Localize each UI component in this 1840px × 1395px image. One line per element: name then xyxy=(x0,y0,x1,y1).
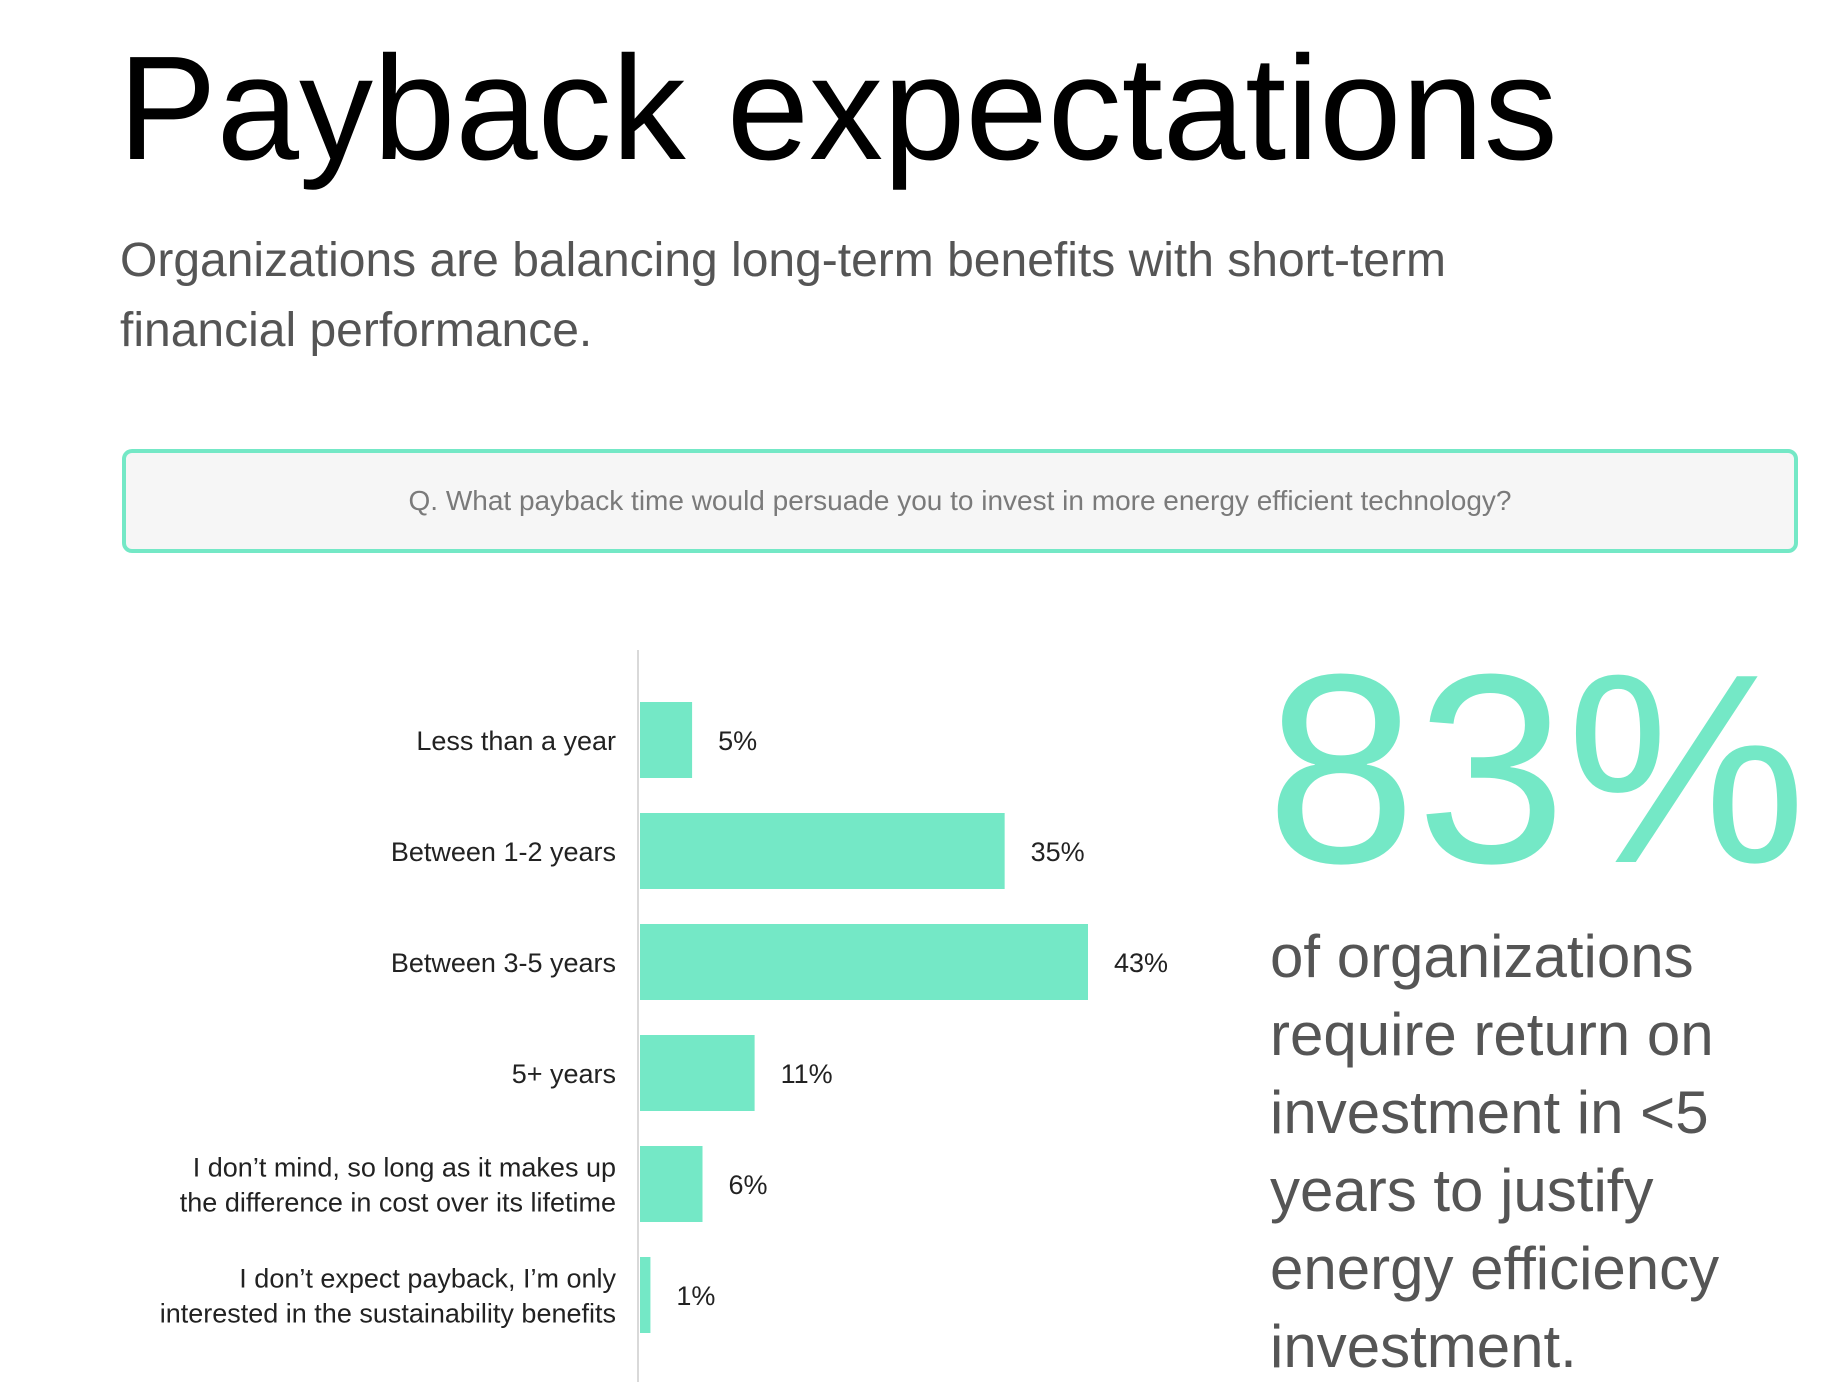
bar xyxy=(640,924,1088,1000)
bar-value-label: 35% xyxy=(1031,837,1085,867)
chart-marks: 5% Less than a year 35% Between 1-2 years 43… xyxy=(160,702,1168,1333)
category-label: I don’t mind, so long as it makes up the … xyxy=(180,1153,616,1218)
category-label-line: the difference in cost over its lifetime xyxy=(180,1188,616,1218)
category-label-line: I don’t expect payback, I’m only xyxy=(239,1264,616,1294)
bar-value-label: 1% xyxy=(676,1281,715,1311)
page-title: Payback expectations xyxy=(118,26,1558,191)
category-label: Between 3-5 years xyxy=(391,948,616,978)
category-label-line: interested in the sustainability benefit… xyxy=(160,1299,616,1329)
category-label: I don’t expect payback, I’m only interest… xyxy=(160,1264,617,1329)
category-label: Less than a year xyxy=(416,726,616,756)
bar xyxy=(640,813,1005,889)
category-label-line: Less than a year xyxy=(416,726,616,756)
category-label-line: Between 1-2 years xyxy=(391,837,616,867)
bar-value-label: 43% xyxy=(1114,948,1168,978)
bar-value-label: 5% xyxy=(718,726,757,756)
category-label-line: I don’t mind, so long as it makes up xyxy=(193,1153,616,1183)
category-label-line: 5+ years xyxy=(512,1059,616,1089)
bar xyxy=(640,1257,651,1333)
bar-value-label: 11% xyxy=(781,1059,833,1089)
bar xyxy=(640,1035,755,1111)
category-label: 5+ years xyxy=(512,1059,616,1089)
category-label-line: Between 3-5 years xyxy=(391,948,616,978)
category-label: Between 1-2 years xyxy=(391,837,616,867)
payback-bar-chart: 5% Less than a year 35% Between 1-2 years 43… xyxy=(0,650,1200,1395)
page-subtitle: Organizations are balancing long-term be… xyxy=(120,234,1446,357)
bar-value-label: 6% xyxy=(729,1170,768,1200)
survey-question-text: Q. What payback time would persuade you … xyxy=(408,485,1512,516)
bar xyxy=(640,1146,703,1222)
bar-chart-svg: 5% Less than a year 35% Between 1-2 years 43… xyxy=(160,650,1168,1382)
highlight-stat-caption: of organizations require return on inves… xyxy=(1270,923,1720,1380)
bar xyxy=(640,702,693,778)
highlight-stat-value: 83% xyxy=(1266,619,1807,920)
survey-question-box: Q. What payback time would persuade you … xyxy=(122,449,1798,553)
